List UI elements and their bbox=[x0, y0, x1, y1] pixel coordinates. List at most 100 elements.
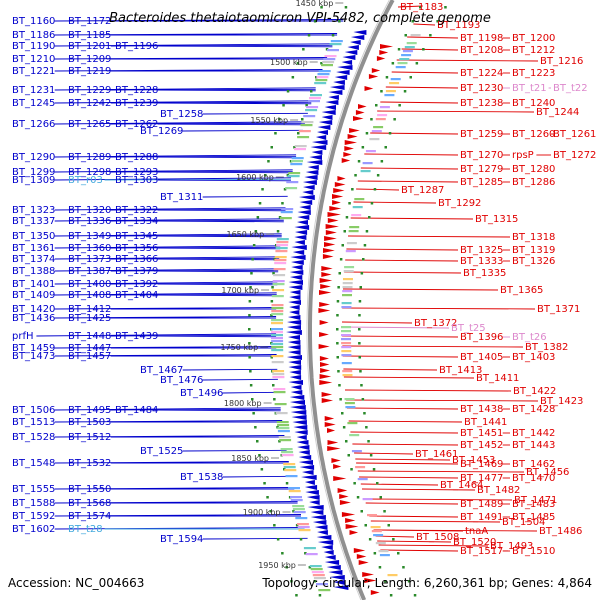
forward-gene-arrow[interactable] bbox=[318, 344, 330, 349]
reverse-gene-arrow[interactable] bbox=[288, 285, 303, 290]
reverse-gene-arrow[interactable] bbox=[297, 220, 308, 225]
forward-gene-arrow[interactable] bbox=[332, 194, 344, 199]
reverse-gene-arrow[interactable] bbox=[294, 430, 308, 435]
gene-label-bt_1288[interactable]: BT_1288 bbox=[115, 152, 158, 163]
forward-gene-arrow[interactable] bbox=[337, 176, 346, 181]
reverse-gene-arrow[interactable] bbox=[324, 555, 336, 560]
reverse-gene-arrow[interactable] bbox=[310, 515, 326, 520]
gene-label-bt_1428[interactable]: BT_1428 bbox=[512, 404, 555, 415]
reverse-gene-arrow[interactable] bbox=[303, 185, 315, 190]
gene-label-bt_1520[interactable]: BT_1520 bbox=[453, 537, 496, 548]
reverse-gene-arrow[interactable] bbox=[312, 520, 327, 525]
gene-label-bt_1193[interactable]: BT_1193 bbox=[437, 20, 480, 31]
reverse-gene-arrow[interactable] bbox=[299, 465, 315, 470]
reverse-gene-arrow[interactable] bbox=[309, 500, 320, 505]
reverse-gene-arrow[interactable] bbox=[325, 100, 339, 105]
gene-label-bt_1286[interactable]: BT_1286 bbox=[512, 177, 555, 188]
reverse-gene-arrow[interactable] bbox=[294, 225, 310, 230]
forward-gene-arrow[interactable] bbox=[321, 272, 332, 277]
forward-gene-arrow[interactable] bbox=[380, 44, 393, 49]
forward-gene-arrow[interactable] bbox=[329, 206, 342, 211]
forward-gene-arrow[interactable] bbox=[333, 188, 345, 193]
forward-gene-arrow[interactable] bbox=[331, 458, 341, 463]
gene-label-bt_1335[interactable]: BT_1335 bbox=[463, 268, 506, 279]
gene-label-bt_1506[interactable]: BT_1506 bbox=[12, 405, 55, 416]
gene-label-bt_1325[interactable]: BT_1325 bbox=[460, 245, 503, 256]
forward-gene-arrow[interactable] bbox=[379, 50, 389, 55]
gene-label-bt_1379[interactable]: BT_1379 bbox=[115, 266, 158, 277]
gene-label-bt_1473[interactable]: BT_1473 bbox=[12, 351, 55, 362]
gene-label-bt_1196[interactable]: BT_1196 bbox=[115, 41, 158, 52]
reverse-gene-arrow[interactable] bbox=[302, 470, 314, 475]
gene-label-bt_1244[interactable]: BT_1244 bbox=[536, 107, 579, 118]
reverse-gene-arrow[interactable] bbox=[311, 150, 323, 155]
gene-label-bt_1272[interactable]: BT_1272 bbox=[553, 150, 596, 161]
gene-label-rpsp[interactable]: rpsP bbox=[512, 150, 534, 161]
gene-label-bt_1216[interactable]: BT_1216 bbox=[540, 56, 583, 67]
reverse-gene-arrow[interactable] bbox=[294, 235, 307, 240]
gene-label-bt_1223[interactable]: BT_1223 bbox=[512, 68, 555, 79]
gene-label-bt_1336[interactable]: BT_1336 bbox=[68, 216, 111, 227]
gene-label-bt_1405[interactable]: BT_1405 bbox=[460, 352, 503, 363]
reverse-gene-arrow[interactable] bbox=[298, 455, 312, 460]
gene-label-bt_1602[interactable]: BT_1602 bbox=[12, 524, 55, 535]
gene-label-bt_1183[interactable]: BT_1183 bbox=[400, 2, 443, 13]
forward-gene-arrow[interactable] bbox=[362, 572, 374, 577]
reverse-gene-arrow[interactable] bbox=[337, 65, 353, 70]
reverse-gene-arrow[interactable] bbox=[289, 370, 301, 375]
reverse-gene-arrow[interactable] bbox=[324, 560, 340, 565]
gene-label-bt_1456[interactable]: BT_1456 bbox=[526, 467, 569, 478]
gene-label-bt_1412[interactable]: BT_1412 bbox=[68, 304, 111, 315]
gene-label-bt_1320[interactable]: BT_1320 bbox=[68, 205, 111, 216]
gene-label-bt_1392[interactable]: BT_1392 bbox=[115, 279, 158, 290]
gene-label-bt_1476[interactable]: BT_1476 bbox=[160, 375, 203, 386]
forward-gene-arrow[interactable] bbox=[318, 308, 331, 313]
forward-gene-arrow[interactable] bbox=[349, 530, 359, 535]
forward-gene-arrow[interactable] bbox=[333, 464, 342, 469]
reverse-gene-arrow[interactable] bbox=[336, 70, 350, 75]
reverse-gene-arrow[interactable] bbox=[305, 490, 319, 495]
reverse-gene-arrow[interactable] bbox=[288, 300, 301, 305]
gene-label-bt_1345[interactable]: BT_1345 bbox=[115, 231, 158, 242]
gene-label-bt_r03[interactable]: BT_r03 bbox=[68, 175, 103, 186]
reverse-gene-arrow[interactable] bbox=[289, 295, 301, 300]
gene-label-bt_1469[interactable]: BT_1469 bbox=[460, 459, 503, 470]
gene-label-bt_1373[interactable]: BT_1373 bbox=[68, 254, 111, 265]
forward-gene-arrow[interactable] bbox=[344, 140, 357, 145]
gene-label-bt_1525[interactable]: BT_1525 bbox=[140, 446, 183, 457]
reverse-gene-arrow[interactable] bbox=[291, 245, 307, 250]
gene-label-bt_1512[interactable]: BT_1512 bbox=[68, 432, 111, 443]
gene-label-bt_1457[interactable]: BT_1457 bbox=[68, 351, 111, 362]
gene-label-bt_1439[interactable]: BT_1439 bbox=[115, 331, 158, 342]
gene-label-bt_1269[interactable]: BT_1269 bbox=[140, 126, 183, 137]
gene-label-bt_1493[interactable]: BT_1493 bbox=[490, 541, 533, 552]
gene-label-bt_1219[interactable]: BT_1219 bbox=[68, 66, 111, 77]
gene-label-bt_1309[interactable]: BT_1309 bbox=[12, 175, 55, 186]
gene-label-bt_1172[interactable]: BT_1172 bbox=[68, 16, 111, 27]
gene-label-bt_1208[interactable]: BT_1208 bbox=[460, 45, 503, 56]
reverse-gene-arrow[interactable] bbox=[329, 575, 345, 580]
gene-label-bt_1289[interactable]: BT_1289 bbox=[68, 152, 111, 163]
forward-gene-arrow[interactable] bbox=[344, 146, 354, 151]
gene-label-bt_1212[interactable]: BT_1212 bbox=[512, 45, 555, 56]
gene-label-bt_1550[interactable]: BT_1550 bbox=[68, 484, 111, 495]
reverse-gene-arrow[interactable] bbox=[305, 170, 319, 175]
reverse-gene-arrow[interactable] bbox=[304, 485, 318, 490]
forward-gene-arrow[interactable] bbox=[321, 392, 333, 397]
reverse-gene-arrow[interactable] bbox=[297, 215, 310, 220]
gene-label-bt_1261[interactable]: BT_1261 bbox=[553, 129, 596, 140]
forward-gene-arrow[interactable] bbox=[325, 224, 339, 229]
gene-label-bt_1594[interactable]: BT_1594 bbox=[160, 534, 203, 545]
gene-label-bt_1266[interactable]: BT_1266 bbox=[12, 119, 55, 130]
gene-label-bt_1403[interactable]: BT_1403 bbox=[512, 352, 555, 363]
reverse-gene-arrow[interactable] bbox=[289, 375, 302, 380]
gene-label-bt_1447[interactable]: BT_1447 bbox=[68, 343, 111, 354]
reverse-gene-arrow[interactable] bbox=[315, 135, 327, 140]
forward-gene-arrow[interactable] bbox=[356, 554, 367, 559]
forward-gene-arrow[interactable] bbox=[364, 86, 374, 91]
gene-label-bt_1292[interactable]: BT_1292 bbox=[438, 198, 481, 209]
forward-gene-arrow[interactable] bbox=[325, 230, 337, 235]
reverse-gene-arrow[interactable] bbox=[286, 330, 302, 335]
gene-label-bt_1491[interactable]: BT_1491 bbox=[460, 512, 503, 523]
